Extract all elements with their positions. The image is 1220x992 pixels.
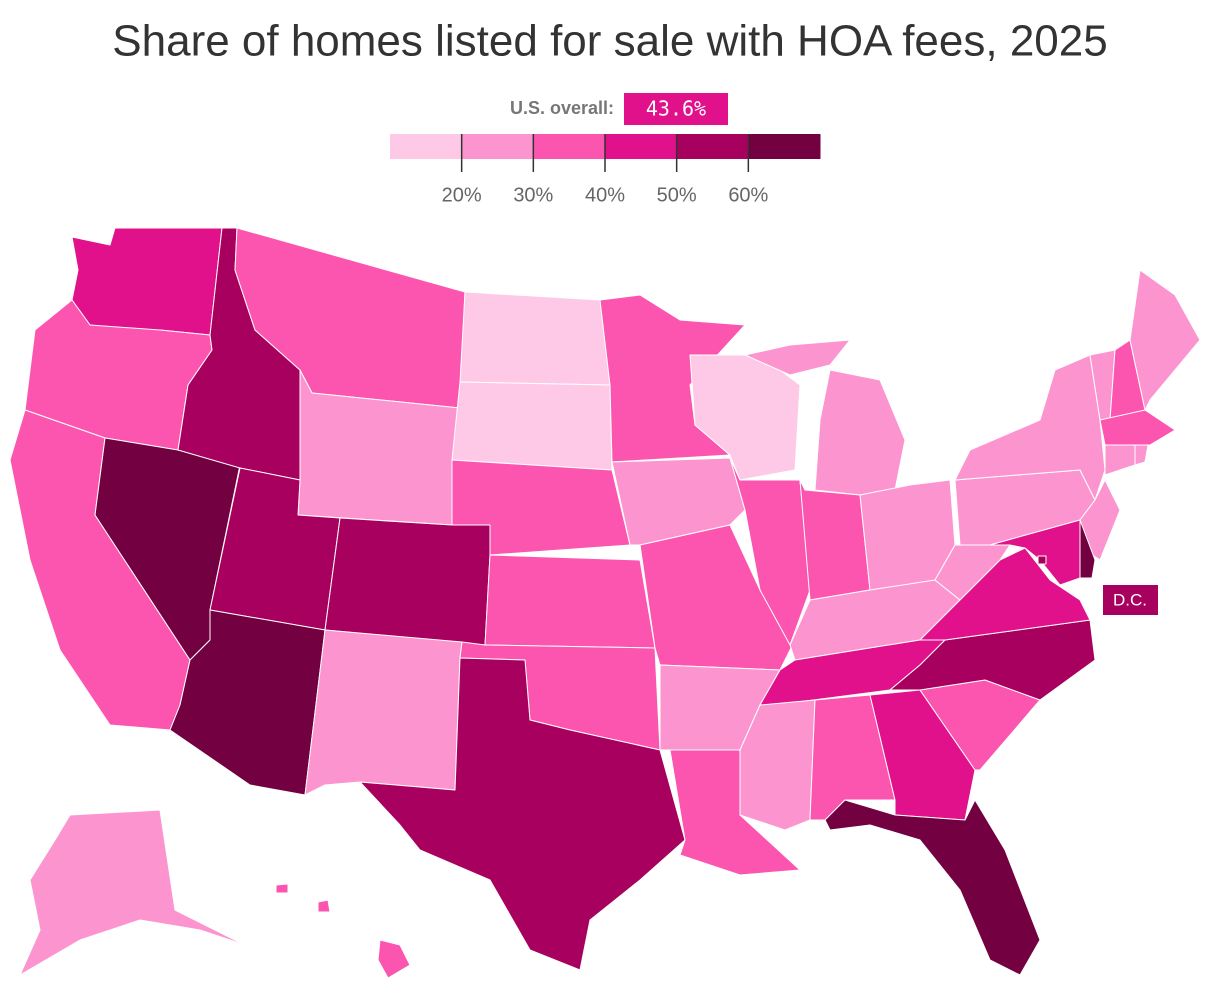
state <box>484 554 656 649</box>
legend-swatch <box>676 134 749 159</box>
state <box>599 294 746 463</box>
legend-swatch <box>533 134 606 159</box>
state <box>359 657 686 971</box>
legend-swatch <box>390 134 463 159</box>
state <box>1104 444 1136 476</box>
legend-tick-label: 50% <box>657 184 697 206</box>
state <box>1129 269 1201 411</box>
legend-swatch <box>748 134 821 159</box>
state <box>1099 409 1176 446</box>
dc-label: D.C. <box>1113 590 1147 609</box>
legend-tick-label: 20% <box>442 184 482 206</box>
state <box>639 524 801 671</box>
state <box>989 519 1081 586</box>
dc-callout <box>1103 585 1158 615</box>
state <box>304 629 463 796</box>
state <box>1134 444 1149 466</box>
state <box>324 517 491 646</box>
state <box>889 619 1096 701</box>
state <box>729 457 811 646</box>
overall-value: 43.6% <box>646 97 706 121</box>
state <box>275 883 411 979</box>
state <box>459 291 611 386</box>
state <box>71 227 223 336</box>
overall-badge <box>624 93 728 125</box>
state <box>799 479 871 601</box>
legend-swatch <box>605 134 678 159</box>
state <box>1037 555 1047 565</box>
state <box>19 809 246 976</box>
legend-tick-label: 40% <box>585 184 625 206</box>
legend-tick-label: 30% <box>513 184 553 206</box>
legend-swatch <box>461 134 534 159</box>
map <box>9 227 1201 979</box>
state <box>451 381 613 471</box>
state <box>824 799 1041 976</box>
overall-label: U.S. overall: <box>510 98 614 118</box>
state <box>954 354 1106 501</box>
legend-tick-label: 60% <box>728 184 768 206</box>
chart-title: Share of homes listed for sale with HOA … <box>112 17 1107 66</box>
